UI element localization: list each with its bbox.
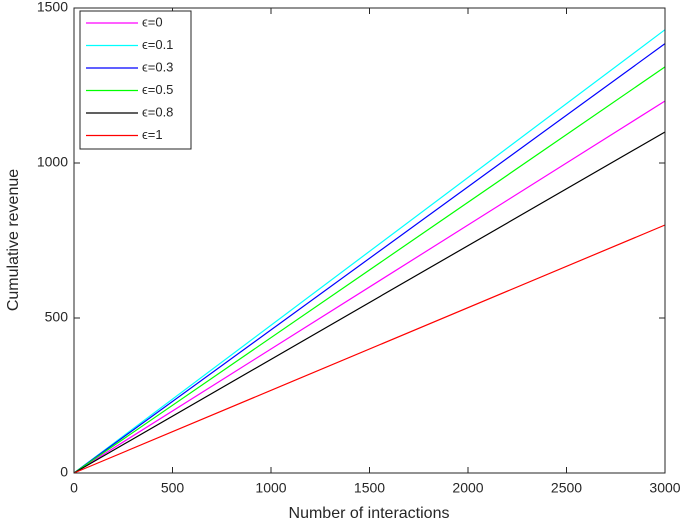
x-tick-label: 3000 [649, 480, 680, 496]
x-tick-label: 2000 [452, 480, 483, 496]
series-line [73, 131, 666, 474]
y-tick-label: 1500 [37, 0, 68, 15]
legend-label: ϵ=0.5 [142, 82, 173, 97]
legend-label: ϵ=0.3 [142, 59, 173, 74]
legend-box [79, 10, 192, 150]
legend-label: ϵ=0.1 [142, 37, 173, 52]
y-axis-label: Cumulative revenue [5, 169, 22, 311]
series-line [73, 43, 666, 474]
x-tick-label: 1000 [255, 480, 286, 496]
y-tick-label: 500 [45, 309, 69, 325]
legend-label: ϵ=0 [142, 14, 163, 29]
y-tick-label: 0 [60, 464, 68, 480]
x-tick-label: 2500 [551, 480, 582, 496]
series-line [73, 66, 666, 474]
series-line [73, 224, 666, 474]
series-line [73, 29, 666, 474]
series-line [73, 100, 666, 474]
x-tick-label: 0 [70, 480, 78, 496]
legend-label: ϵ=0.8 [142, 104, 173, 119]
x-tick-label: 1500 [354, 480, 385, 496]
axes-box [73, 7, 666, 474]
legend-label: ϵ=1 [142, 127, 163, 142]
x-tick-label: 500 [161, 480, 185, 496]
y-tick-label: 1000 [37, 154, 68, 170]
x-axis-label: Number of interactions [289, 505, 450, 522]
